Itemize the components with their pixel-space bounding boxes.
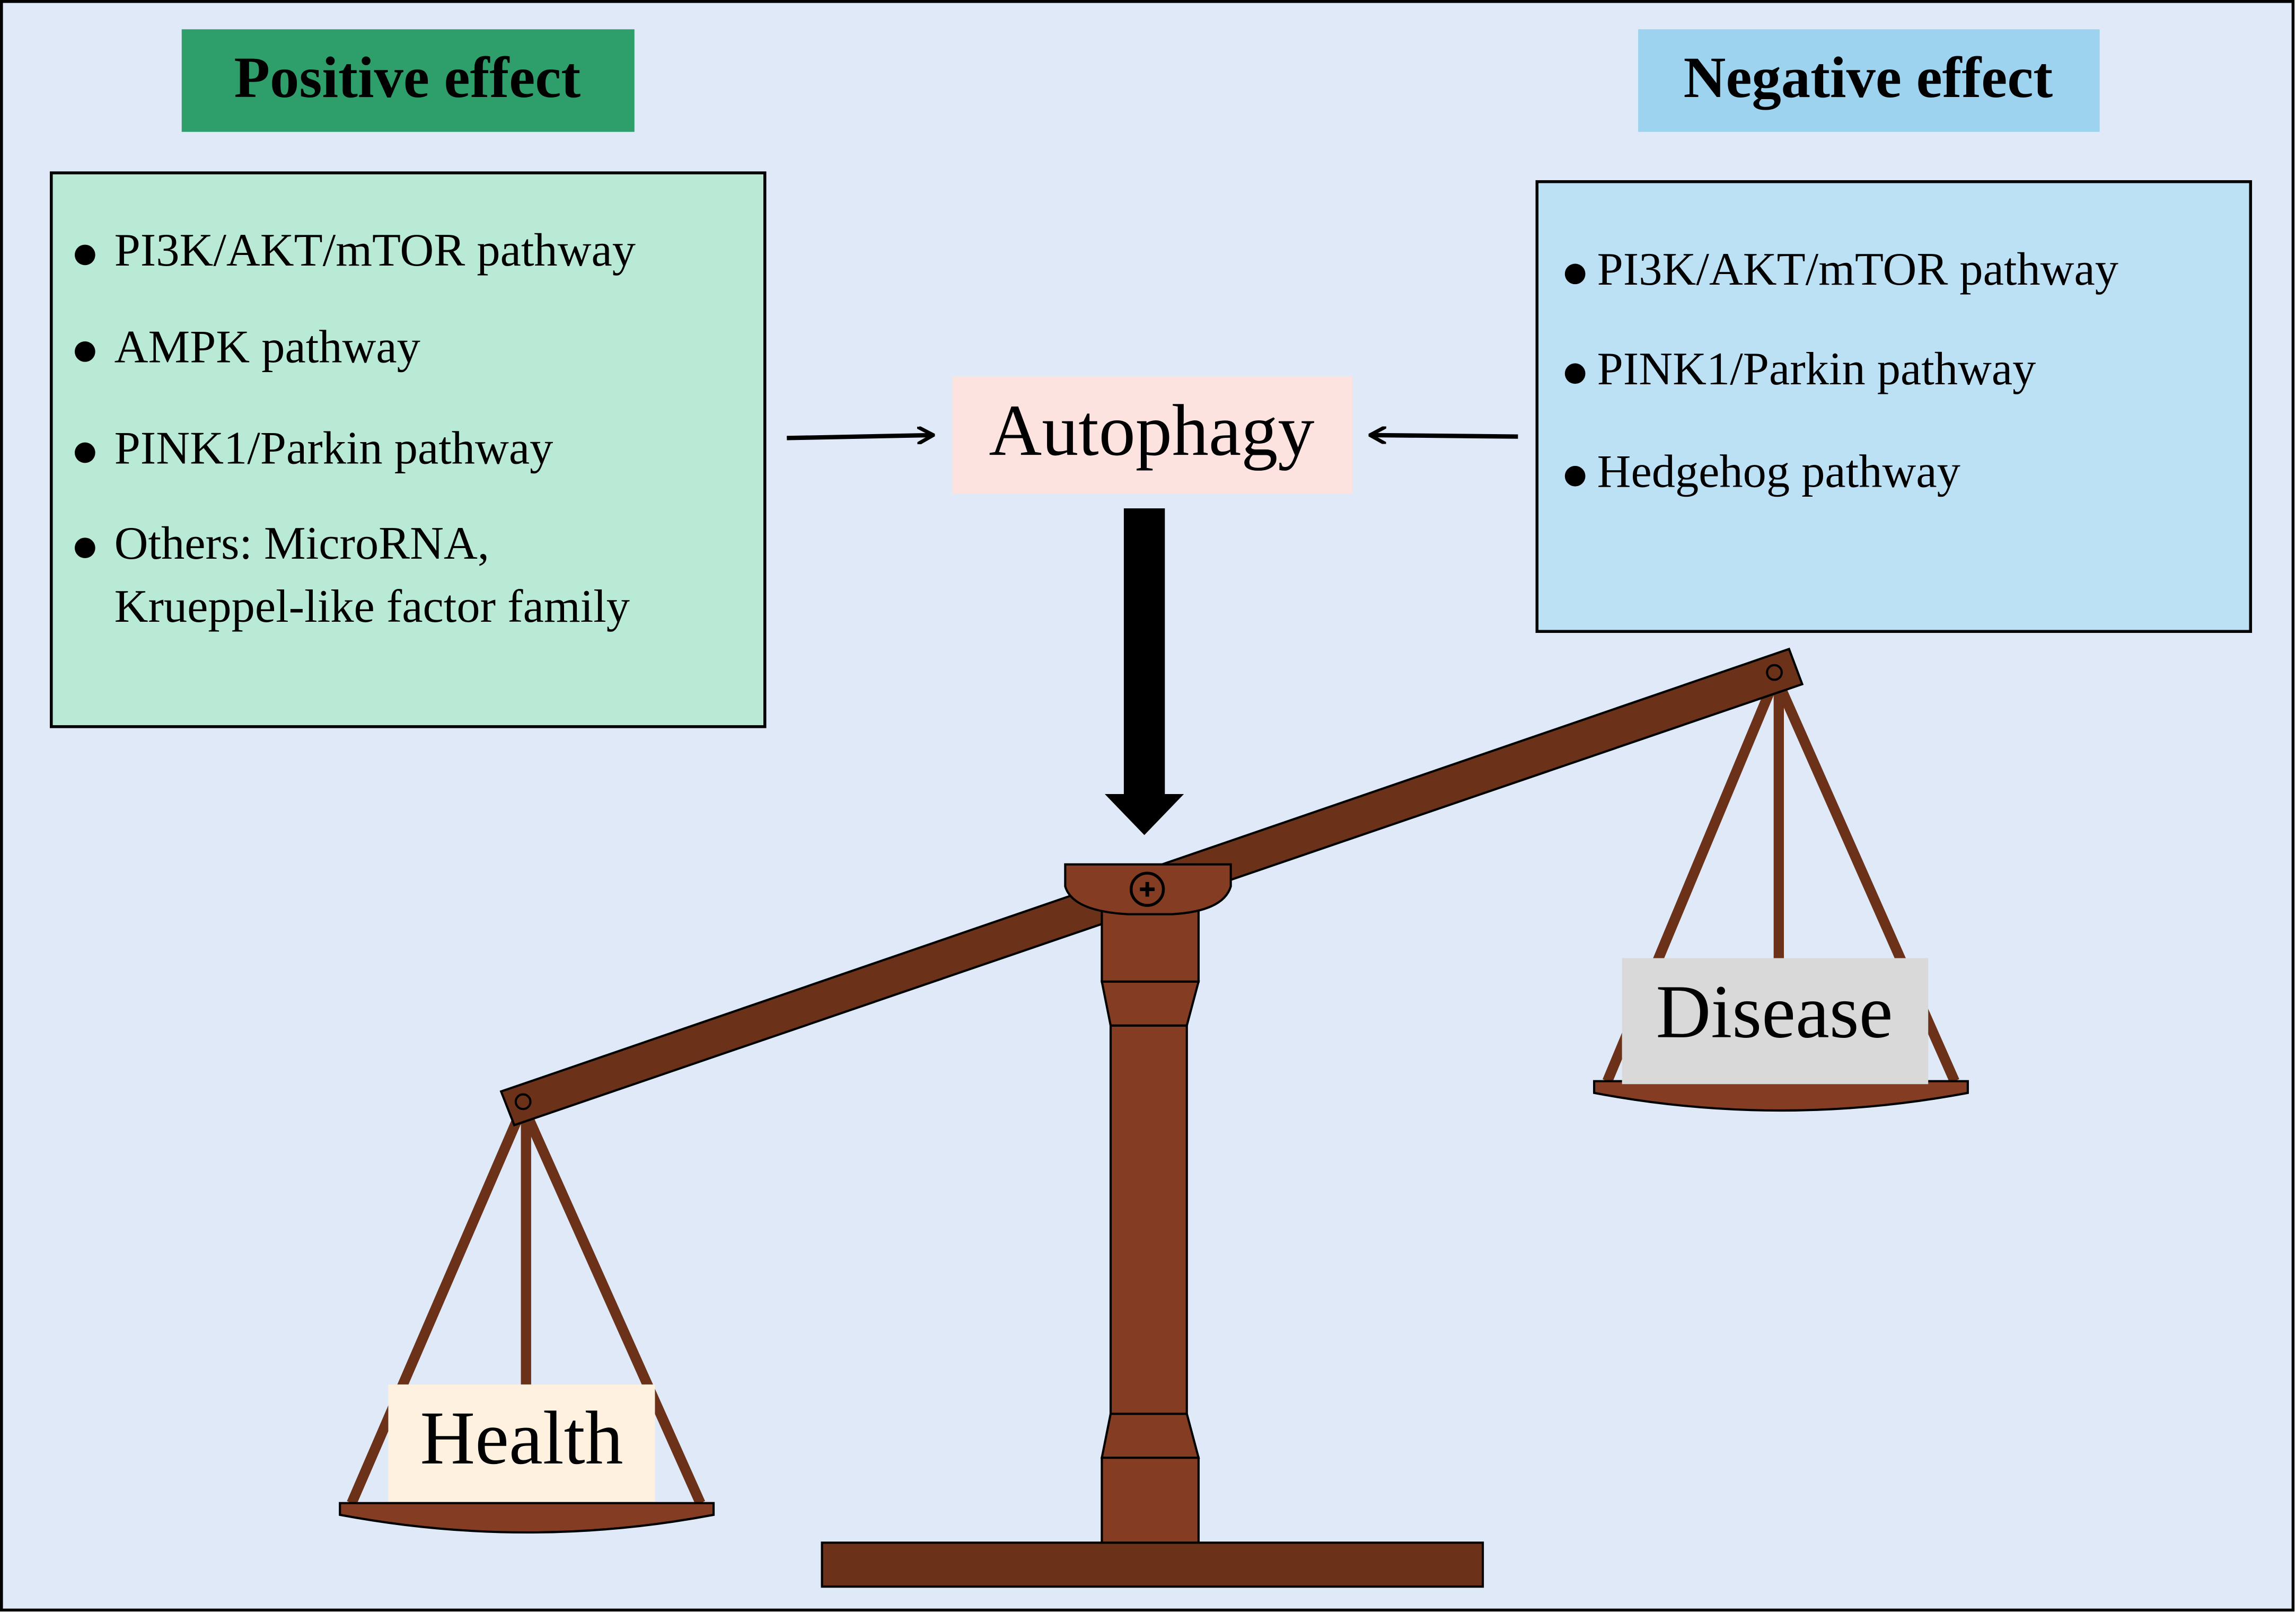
beam-pin xyxy=(1766,664,1783,681)
arrow-right xyxy=(1371,435,1518,437)
positive-title: Positive effect xyxy=(234,45,581,110)
big-arrow-head xyxy=(1104,794,1184,835)
bullet xyxy=(1564,465,1586,487)
arrow-left xyxy=(787,435,932,438)
list-item: AMPK pathway xyxy=(115,321,420,373)
right-label: Disease xyxy=(1656,970,1893,1054)
pivot-cross xyxy=(1140,882,1155,897)
beam-pin xyxy=(514,1093,532,1110)
positive-box xyxy=(49,171,767,728)
right-label-box xyxy=(1622,958,1929,1085)
stand xyxy=(821,863,1484,1588)
list-item: PI3K/AKT/mTOR pathway xyxy=(1597,243,2118,295)
positive-list: PI3K/AKT/mTOR pathway AMPK pathway PINK1/P… xyxy=(74,224,636,632)
bullet xyxy=(74,341,95,362)
list-item: Krueppel-like factor family xyxy=(115,580,630,632)
left-strings xyxy=(347,1104,705,1505)
positive-title-box xyxy=(181,29,635,132)
negative-list: PI3K/AKT/mTOR pathway PINK1/Parkin pathwa… xyxy=(1564,243,2118,498)
negative-title: Negative effect xyxy=(1684,45,2053,110)
list-item: Others: MicroRNA, xyxy=(115,517,489,569)
bullet xyxy=(1564,363,1586,384)
list-item: PINK1/Parkin pathway xyxy=(115,422,553,474)
negative-box xyxy=(1535,180,2253,633)
left-label-box xyxy=(388,1384,655,1502)
bullet xyxy=(1564,263,1586,285)
left-label: Health xyxy=(420,1396,623,1480)
left-pan xyxy=(339,1502,715,1534)
list-item: PI3K/AKT/mTOR pathway xyxy=(115,224,636,276)
center-label: Autophagy xyxy=(989,390,1314,471)
pivot xyxy=(1129,871,1165,907)
bullet xyxy=(74,244,95,266)
right-pan xyxy=(1593,1080,1969,1112)
big-arrow-shaft xyxy=(1123,508,1165,796)
negative-title-box xyxy=(1638,29,2100,132)
list-item: Hedgehog pathway xyxy=(1597,446,1960,498)
bullet xyxy=(74,537,95,559)
list-item: PINK1/Parkin pathway xyxy=(1597,343,2036,395)
center-box xyxy=(952,376,1353,494)
bullet xyxy=(74,442,95,463)
